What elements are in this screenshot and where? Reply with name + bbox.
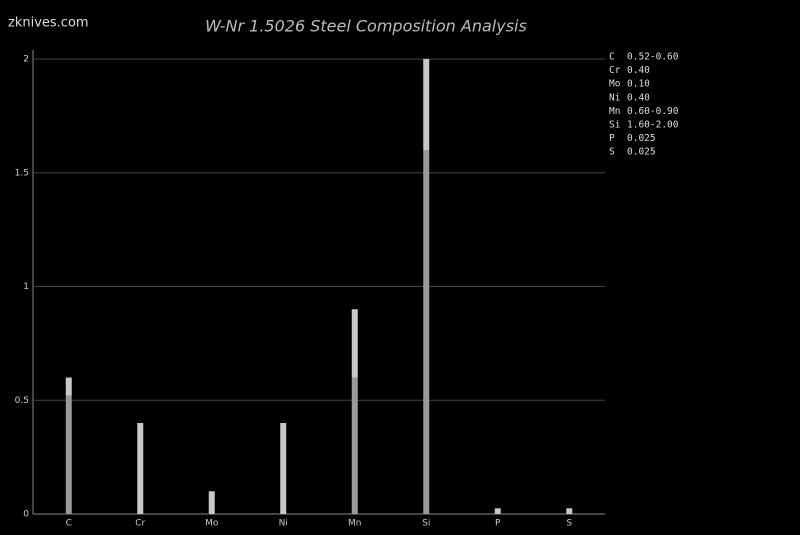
legend-value: 0.025 <box>627 133 656 144</box>
bar <box>137 423 144 514</box>
legend-value: 0.10 <box>627 79 650 90</box>
x-tick-label: Cr <box>135 519 145 529</box>
watermark: zknives.com <box>8 16 89 31</box>
x-tick-label: C <box>66 519 72 529</box>
x-tick-label: Mo <box>205 519 219 529</box>
legend-value: 0.025 <box>627 147 656 158</box>
chart-title: W-Nr 1.5026 Steel Composition Analysis <box>205 17 527 36</box>
legend-element: S <box>609 147 615 158</box>
bar <box>208 491 215 514</box>
bar-range <box>351 309 358 378</box>
bar <box>566 508 573 514</box>
x-tick-label: Mn <box>348 519 361 529</box>
y-tick-label: 0.5 <box>15 396 29 406</box>
legend-element: Mo <box>609 79 621 90</box>
legend-element: Cr <box>609 65 621 76</box>
x-tick-label: S <box>566 519 572 529</box>
legend-element: Ni <box>609 92 621 103</box>
bar-range <box>65 377 72 396</box>
bar-min <box>65 395 72 514</box>
legend-element: C <box>609 52 615 63</box>
bar-range <box>423 59 430 150</box>
legend-value: 0.52-0.60 <box>627 52 679 63</box>
legend-value: 0.40 <box>627 92 650 103</box>
legend-element: P <box>609 133 615 144</box>
legend-value: 1.60-2.00 <box>627 120 679 131</box>
bar-min <box>423 150 430 514</box>
y-tick-label: 1.5 <box>15 168 29 178</box>
legend-value: 0.60-0.90 <box>627 106 679 117</box>
bar <box>280 423 287 514</box>
legend-value: 0.40 <box>627 65 650 76</box>
bar <box>494 508 501 514</box>
y-tick-label: 2 <box>23 55 29 65</box>
x-tick-label: P <box>495 519 501 529</box>
legend-element: Si <box>609 120 621 131</box>
legend-element: Mn <box>609 106 620 117</box>
y-tick-label: 1 <box>23 282 29 292</box>
y-tick-label: 0 <box>23 510 29 520</box>
x-tick-label: Ni <box>279 519 288 529</box>
bar-min <box>351 377 358 514</box>
x-tick-label: Si <box>422 519 430 529</box>
